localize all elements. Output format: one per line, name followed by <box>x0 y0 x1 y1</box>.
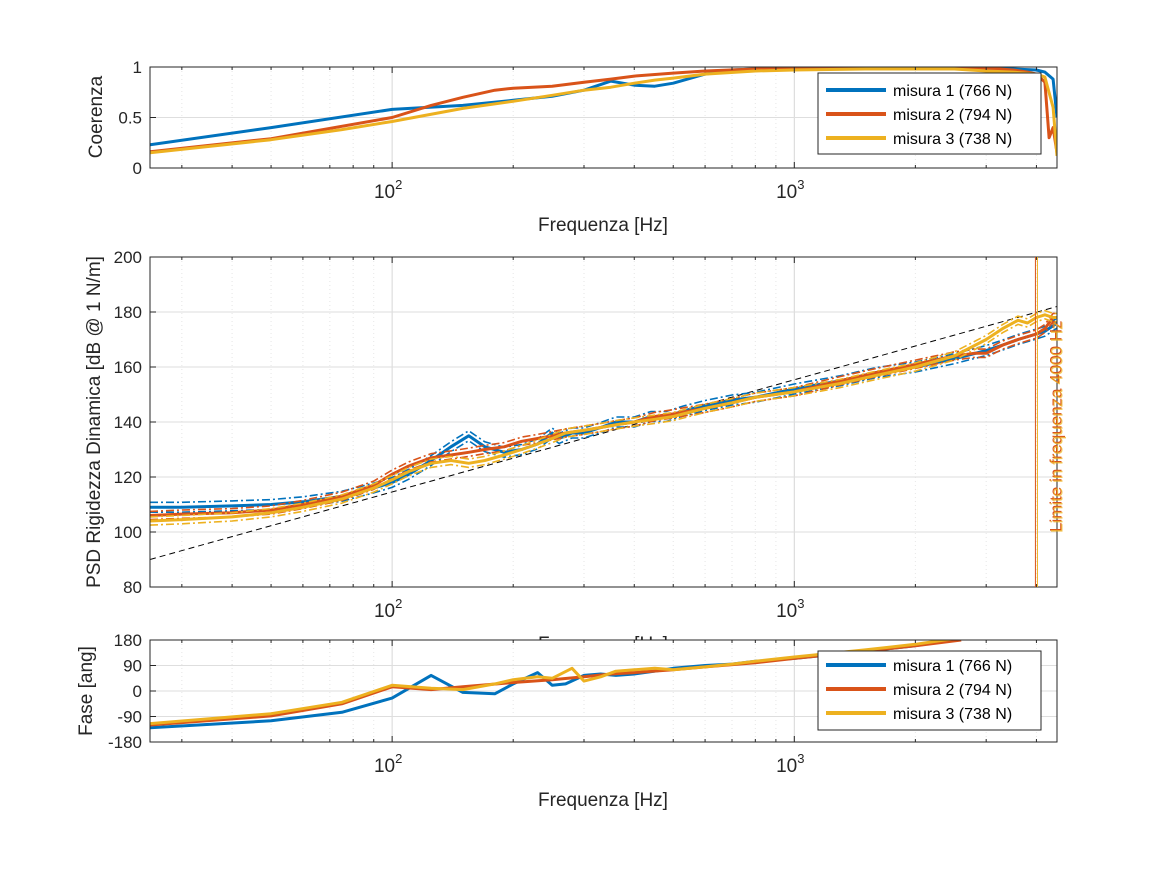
series-3-line <box>150 313 1057 523</box>
limit-label-shadow: Limite in frequenza 4000 Hz <box>1046 320 1065 532</box>
ytick-label: -90 <box>117 708 142 727</box>
stiffness-xticks: 102 103 <box>181 257 1037 622</box>
ytick-label: 0 <box>133 159 142 178</box>
ytick-label: -180 <box>108 733 142 752</box>
phase-legend-label-3: misura 3 (738 N) <box>893 706 1012 723</box>
stiffness-series <box>150 306 1057 560</box>
xtick-label: 102 <box>374 177 402 203</box>
series-2-lower-bound <box>150 320 1057 521</box>
ytick-label: 140 <box>114 413 142 432</box>
xtick-label: 102 <box>374 751 402 777</box>
ytick-label: 120 <box>114 468 142 487</box>
ytick-label: 0 <box>133 682 142 701</box>
legend-label-3: misura 3 (738 N) <box>893 131 1012 148</box>
coherence-ylabel: Coerenza <box>86 75 107 158</box>
reference-trend-line <box>150 306 1057 560</box>
stiffness-ylabel: PSD Rigidezza Dinamica [dB @ 1 N/m] <box>84 256 105 588</box>
stiffness-yticks: 80 100 120 140 160 180 200 <box>114 248 156 597</box>
series-2-upper-bound <box>150 312 1057 513</box>
ytick-label: 200 <box>114 248 142 267</box>
series-1-lower-bound <box>150 327 1057 514</box>
ytick-label: 160 <box>114 358 142 377</box>
phase-ylabel: Fase [ang] <box>76 646 97 736</box>
xtick-label: 102 <box>374 596 402 622</box>
stiffness-panel: 80 100 120 140 160 180 200 102 103 PSD Rigidezz… <box>84 248 1066 655</box>
phase-yticks: -180 -90 0 90 180 <box>108 631 156 752</box>
series-3-line <box>150 640 955 726</box>
ytick-label: 80 <box>123 578 142 597</box>
legend-label-1: misura 1 (766 N) <box>893 83 1012 100</box>
coherence-panel: 00.51 102 103 Coerenza Frequenza [Hz] mis… <box>86 58 1058 236</box>
ytick-label: 1 <box>133 58 142 77</box>
phase-legend-label-1: misura 1 (766 N) <box>893 658 1012 675</box>
phase-xlabel: Frequenza [Hz] <box>538 790 668 811</box>
limit-label: Limite in frequenza 4000 Hz <box>1047 321 1066 533</box>
phase-legend-label-2: misura 2 (794 N) <box>893 682 1012 699</box>
xtick-label: 103 <box>776 751 804 777</box>
xtick-label: 103 <box>776 177 804 203</box>
phase-series <box>150 640 962 730</box>
ytick-label: 180 <box>114 631 142 650</box>
phase-panel: -180 -90 0 90 180 102 103 Fase [ang] Frequenz… <box>76 631 1058 811</box>
xtick-label: 103 <box>776 596 804 622</box>
phase-xticks: 102 103 <box>181 640 1037 777</box>
phase-legend: misura 1 (766 N) misura 2 (794 N) misura… <box>817 650 1042 731</box>
ytick-label: 180 <box>114 303 142 322</box>
ytick-label: 90 <box>123 657 142 676</box>
ytick-label: 100 <box>114 523 142 542</box>
ytick-label: 0.5 <box>118 109 142 128</box>
coherence-legend: misura 1 (766 N) misura 2 (794 N) misura… <box>817 72 1042 155</box>
coherence-xticks: 102 103 <box>181 67 1037 203</box>
legend-label-2: misura 2 (794 N) <box>893 107 1012 124</box>
coherence-yticks: 00.51 <box>118 58 156 178</box>
series-3-line <box>150 67 1057 157</box>
coherence-xlabel: Frequenza [Hz] <box>538 215 668 236</box>
